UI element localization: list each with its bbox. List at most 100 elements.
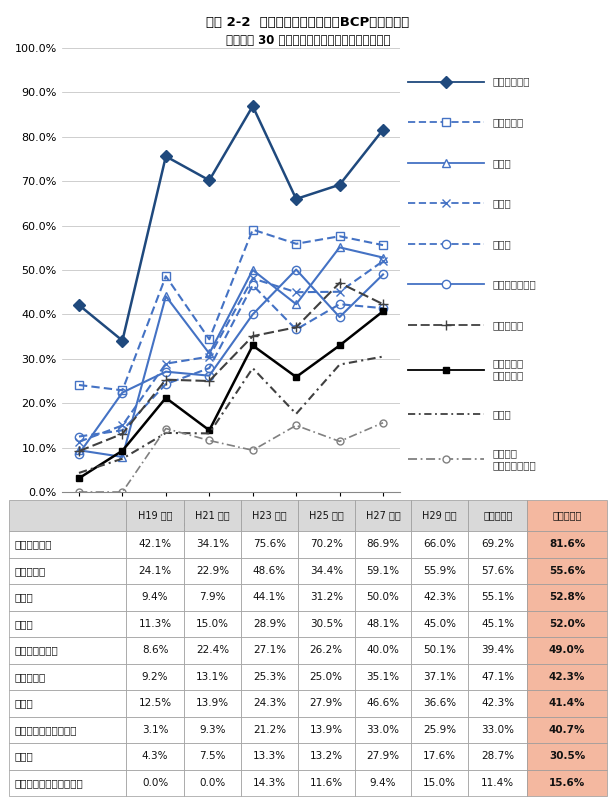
- Bar: [468, 531, 527, 558]
- Text: 11.3%: 11.3%: [139, 619, 172, 629]
- Bar: [126, 558, 184, 584]
- Bar: [355, 743, 411, 770]
- Text: 飲食サービス業: 飲食サービス業: [493, 460, 537, 470]
- Bar: [468, 743, 527, 770]
- Bar: [126, 770, 184, 796]
- Text: 運輸業・郵便業: 運輸業・郵便業: [14, 646, 58, 655]
- Bar: [411, 584, 468, 610]
- Bar: [411, 637, 468, 663]
- Text: 42.1%: 42.1%: [139, 539, 172, 550]
- Bar: [527, 531, 607, 558]
- Text: 9.2%: 9.2%: [142, 672, 168, 682]
- Bar: [241, 531, 298, 558]
- Bar: [298, 690, 355, 717]
- Bar: [468, 500, 527, 531]
- Bar: [411, 558, 468, 584]
- Text: 33.0%: 33.0%: [367, 725, 400, 734]
- Bar: [355, 770, 411, 796]
- Bar: [355, 637, 411, 663]
- Text: 8.6%: 8.6%: [142, 646, 168, 655]
- Bar: [9, 637, 126, 663]
- Bar: [411, 717, 468, 743]
- Bar: [468, 770, 527, 796]
- Text: 86.9%: 86.9%: [367, 539, 400, 550]
- Text: 11.4%: 11.4%: [481, 778, 514, 788]
- Text: 12.5%: 12.5%: [139, 698, 172, 708]
- Text: サービス業: サービス業: [14, 672, 45, 682]
- Text: サービス業: サービス業: [493, 320, 524, 330]
- Bar: [184, 584, 241, 610]
- Text: 75.6%: 75.6%: [253, 539, 286, 550]
- Text: 13.9%: 13.9%: [310, 725, 342, 734]
- Text: 28.9%: 28.9%: [253, 619, 286, 629]
- Text: 27.9%: 27.9%: [310, 698, 342, 708]
- Text: 7.5%: 7.5%: [200, 751, 226, 762]
- Text: 21.2%: 21.2%: [253, 725, 286, 734]
- Bar: [468, 717, 527, 743]
- Text: 小売業: 小売業: [493, 409, 511, 419]
- Text: 9.4%: 9.4%: [370, 778, 396, 788]
- Bar: [411, 743, 468, 770]
- Text: 50.0%: 50.0%: [367, 592, 399, 602]
- Text: 39.4%: 39.4%: [481, 646, 514, 655]
- Text: 33.0%: 33.0%: [481, 725, 514, 734]
- Text: 25.3%: 25.3%: [253, 672, 286, 682]
- Bar: [411, 770, 468, 796]
- Bar: [298, 531, 355, 558]
- Text: 令和３年度: 令和３年度: [553, 510, 582, 521]
- Bar: [527, 610, 607, 637]
- Text: 建設業: 建設業: [493, 158, 511, 168]
- Text: 情報通信業: 情報通信業: [14, 566, 45, 576]
- Bar: [411, 610, 468, 637]
- Text: H23 年度: H23 年度: [252, 510, 287, 521]
- Bar: [527, 717, 607, 743]
- Text: 小売業: 小売業: [14, 751, 33, 762]
- Bar: [9, 743, 126, 770]
- Bar: [126, 663, 184, 690]
- Bar: [355, 717, 411, 743]
- Text: 49.0%: 49.0%: [549, 646, 585, 655]
- Text: 37.1%: 37.1%: [423, 672, 456, 682]
- Text: 40.0%: 40.0%: [367, 646, 399, 655]
- Text: 宿泊業、飲食サービス業: 宿泊業、飲食サービス業: [14, 778, 83, 788]
- Bar: [126, 531, 184, 558]
- Text: 36.6%: 36.6%: [423, 698, 456, 708]
- Bar: [355, 558, 411, 584]
- Bar: [184, 663, 241, 690]
- Text: 46.6%: 46.6%: [367, 698, 400, 708]
- Text: 宿泊業、: 宿泊業、: [493, 448, 517, 458]
- Text: 3.1%: 3.1%: [142, 725, 168, 734]
- Text: 25.0%: 25.0%: [310, 672, 342, 682]
- Bar: [126, 717, 184, 743]
- Bar: [527, 637, 607, 663]
- Text: 不動産業、物品賃貸業: 不動産業、物品賃貸業: [14, 725, 76, 734]
- Text: 25.9%: 25.9%: [423, 725, 456, 734]
- Text: 9.4%: 9.4%: [142, 592, 168, 602]
- Text: 27.1%: 27.1%: [253, 646, 286, 655]
- Bar: [241, 610, 298, 637]
- Bar: [241, 663, 298, 690]
- Bar: [298, 610, 355, 637]
- Bar: [468, 610, 527, 637]
- Text: 製造業: 製造業: [14, 619, 33, 629]
- Text: 27.9%: 27.9%: [367, 751, 400, 762]
- Text: 28.7%: 28.7%: [481, 751, 514, 762]
- Text: 金融・保険業: 金融・保険業: [14, 539, 52, 550]
- Bar: [298, 558, 355, 584]
- Text: 15.0%: 15.0%: [196, 619, 229, 629]
- Text: 15.0%: 15.0%: [423, 778, 456, 788]
- Bar: [298, 584, 355, 610]
- Text: 31.2%: 31.2%: [310, 592, 342, 602]
- Text: H19 年度: H19 年度: [138, 510, 172, 521]
- Text: 47.1%: 47.1%: [481, 672, 514, 682]
- Bar: [241, 717, 298, 743]
- Text: 42.3%: 42.3%: [481, 698, 514, 708]
- Text: 金融・保険業: 金融・保険業: [493, 77, 530, 86]
- Text: 13.1%: 13.1%: [196, 672, 229, 682]
- Bar: [411, 663, 468, 690]
- Bar: [527, 558, 607, 584]
- Bar: [184, 610, 241, 637]
- Text: 30.5%: 30.5%: [549, 751, 585, 762]
- Text: 15.6%: 15.6%: [549, 778, 585, 788]
- Bar: [468, 663, 527, 690]
